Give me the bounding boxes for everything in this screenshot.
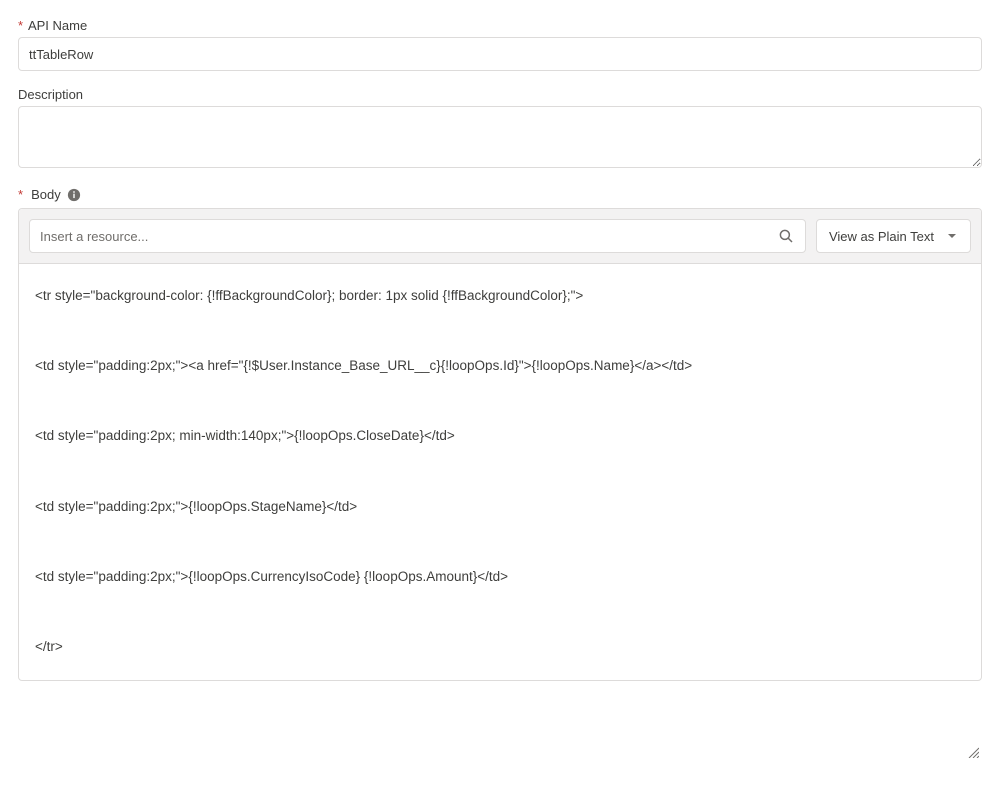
- body-label-text: Body: [31, 187, 61, 202]
- body-label-row: * Body: [18, 187, 982, 202]
- required-asterisk: *: [18, 18, 23, 33]
- required-asterisk: *: [18, 187, 23, 202]
- body-editor: Insert a resource... View as Plain Text …: [18, 208, 982, 681]
- api-name-field-group: * API Name: [18, 18, 982, 71]
- body-toolbar: Insert a resource... View as Plain Text: [19, 209, 981, 264]
- insert-resource-combobox[interactable]: Insert a resource...: [29, 219, 806, 253]
- insert-resource-placeholder: Insert a resource...: [40, 229, 148, 244]
- description-label: Description: [18, 87, 982, 102]
- description-textarea[interactable]: [18, 106, 982, 168]
- search-icon: [777, 227, 795, 245]
- resize-handle-icon[interactable]: [967, 666, 979, 678]
- description-field-group: Description: [18, 87, 982, 171]
- view-mode-label: View as Plain Text: [829, 229, 934, 244]
- chevron-down-icon: [946, 230, 958, 242]
- view-mode-button[interactable]: View as Plain Text: [816, 219, 971, 253]
- body-content-editor[interactable]: <tr style="background-color: {!ffBackgro…: [19, 264, 981, 680]
- info-icon[interactable]: [67, 188, 81, 202]
- api-name-input[interactable]: [18, 37, 982, 71]
- api-name-label-text: API Name: [28, 18, 87, 33]
- description-label-text: Description: [18, 87, 83, 102]
- body-field-group: * Body Insert a resource... View as Plai…: [18, 187, 982, 681]
- api-name-label: * API Name: [18, 18, 982, 33]
